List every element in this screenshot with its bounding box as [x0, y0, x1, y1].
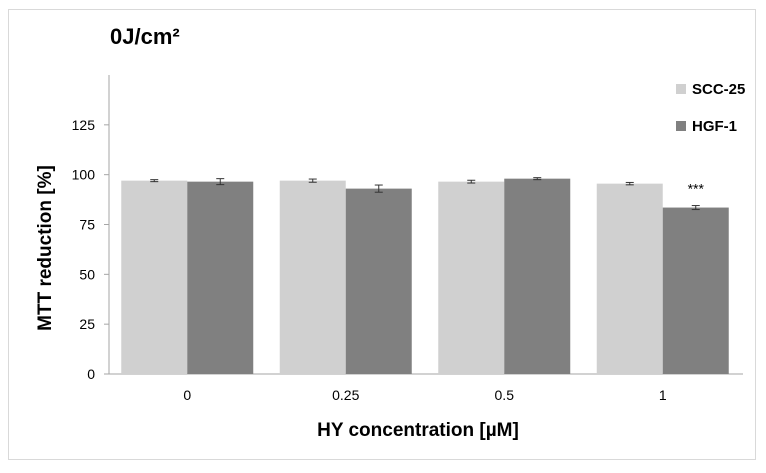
bar-hgf1-0.5 [504, 178, 571, 374]
y-tick-label: 0 [87, 366, 95, 382]
significance-marker: *** [688, 181, 705, 197]
x-tick-label: 1 [659, 387, 667, 403]
bar-hgf1-0 [187, 181, 254, 374]
x-axis-label: HY concentration [µM] [317, 420, 519, 441]
bar-scc25-0.5 [438, 181, 505, 374]
legend: SCC-25 HGF-1 [676, 79, 745, 153]
y-axis-label: MTT reduction [%] [35, 165, 56, 331]
bar-scc25-0 [121, 180, 188, 374]
x-tick-label: 0.25 [332, 387, 359, 403]
legend-item-scc25: SCC-25 [676, 79, 745, 99]
bar-hgf1-1 [662, 207, 729, 374]
y-tick-label: 25 [79, 316, 95, 332]
y-tick-label: 100 [72, 167, 96, 183]
legend-item-hgf1: HGF-1 [676, 116, 745, 136]
chart-title: 0J/cm² [110, 24, 180, 49]
bar-hgf1-0.25 [345, 188, 412, 374]
y-tick-label: 75 [79, 217, 95, 233]
legend-swatch-hgf1 [676, 121, 686, 131]
legend-swatch-scc25 [676, 84, 686, 94]
legend-label-scc25: SCC-25 [692, 80, 746, 98]
bar-scc25-0.25 [279, 180, 346, 374]
y-tick-label: 125 [72, 117, 96, 133]
legend-label-hgf1: HGF-1 [692, 117, 737, 135]
y-tick-label: 50 [79, 266, 95, 282]
x-tick-label: 0 [183, 387, 191, 403]
bar-scc25-1 [596, 183, 663, 374]
x-tick-label: 0.5 [495, 387, 515, 403]
